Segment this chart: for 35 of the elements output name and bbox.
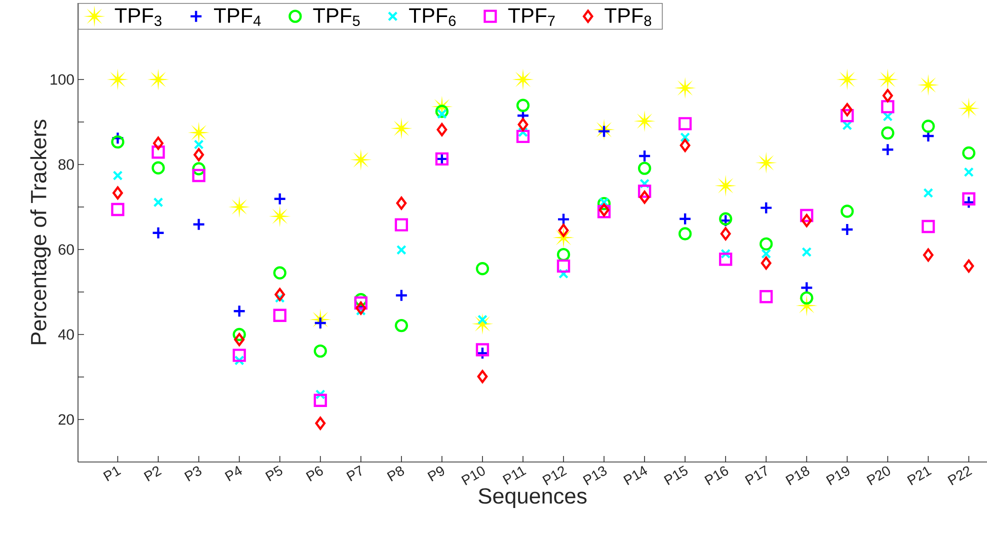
x-tick-label: P22 bbox=[948, 466, 972, 486]
x-tick-label: P1 bbox=[103, 466, 122, 482]
y-tick-label: 60 bbox=[58, 244, 74, 255]
x-tick-label: P19 bbox=[826, 466, 850, 486]
x-tick-label: P21 bbox=[907, 466, 932, 486]
x-tick-label: P7 bbox=[346, 465, 362, 482]
y-tick-label: 20 bbox=[58, 414, 74, 425]
x-tick-label: P12 bbox=[542, 466, 567, 486]
legend-label: TPF$_{7}$ bbox=[508, 8, 555, 26]
x-tick-label: P14 bbox=[623, 466, 648, 486]
y-axis-title: Percentage of Trackers bbox=[30, 120, 51, 344]
x-tick-label: P3 bbox=[184, 466, 202, 482]
x-axis-title: Sequences bbox=[478, 488, 587, 508]
legend-label: TPF$_{3}$ bbox=[114, 8, 162, 26]
x-tick-label: P11 bbox=[502, 466, 526, 485]
x-tick-label: P16 bbox=[704, 466, 728, 486]
y-tick-label: 40 bbox=[58, 329, 74, 340]
x-tick-label: P4 bbox=[224, 466, 242, 482]
x-tick-label: P20 bbox=[866, 466, 890, 486]
legend-label: TPF$_{4}$ bbox=[214, 8, 261, 26]
x-tick-label: P17 bbox=[744, 465, 767, 486]
x-tick-label: P13 bbox=[582, 466, 607, 486]
legend-label: TPF$_{8}$ bbox=[604, 8, 652, 26]
legend-label: TPF$_{5}$ bbox=[313, 8, 360, 26]
x-tick-label: P9 bbox=[427, 466, 444, 482]
y-tick-label: 80 bbox=[58, 159, 74, 170]
y-tick-label: 100 bbox=[50, 74, 74, 85]
x-tick-label: P10 bbox=[461, 466, 485, 486]
x-tick-label: P2 bbox=[144, 466, 162, 482]
x-tick-label: P5 bbox=[265, 466, 282, 482]
x-tick-label: P18 bbox=[785, 466, 810, 486]
x-tick-label: P8 bbox=[386, 466, 404, 482]
x-tick-label: P15 bbox=[664, 466, 688, 486]
x-tick-label: P6 bbox=[306, 466, 323, 482]
legend-label: TPF$_{6}$ bbox=[409, 8, 456, 26]
